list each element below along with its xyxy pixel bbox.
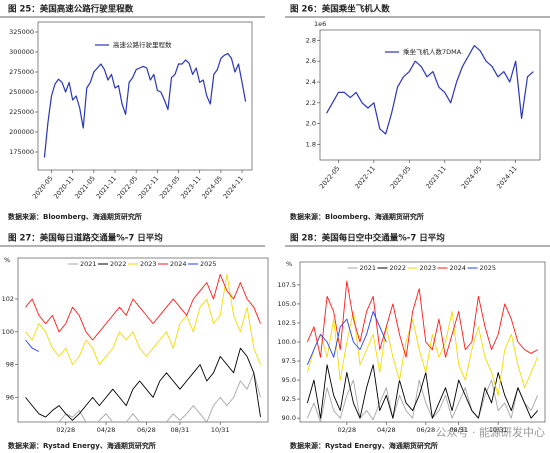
- y-unit: %: [286, 260, 292, 268]
- series-lines: [25, 273, 261, 422]
- series-line: [25, 273, 261, 366]
- legend-label: 高速公路行驶里程数: [113, 40, 172, 49]
- legend-label: 2024: [170, 260, 187, 268]
- legend-label: 2022: [390, 264, 407, 272]
- x-tick-label: 2024-11: [222, 174, 246, 200]
- y-tick-label: 100.0: [277, 338, 296, 346]
- plot-frame: [17, 257, 269, 423]
- figure-caption: 图 27：美国每日道路交通量%-7 日平均: [8, 233, 163, 244]
- legend-label: 2022: [110, 260, 127, 268]
- y-tick-label: 102.5: [277, 319, 296, 327]
- series-lines: [306, 280, 539, 422]
- x-tick-label: 2022-05: [116, 174, 140, 200]
- y-tick-label: 2.6: [306, 57, 316, 65]
- series-line: [306, 311, 387, 366]
- y-tick-label: 100: [2, 328, 14, 336]
- y-tick-label: 92.5: [282, 395, 296, 403]
- y-unit: %: [4, 256, 10, 264]
- series-line: [25, 273, 261, 341]
- series-lines: [43, 53, 247, 158]
- y-tick-label: 2.8: [306, 36, 316, 44]
- series-line: [306, 311, 539, 396]
- y-tick-label: 1.8: [306, 140, 316, 148]
- y-tick-label: 95.0: [282, 376, 296, 384]
- x-tick-label: 04/28: [377, 426, 396, 434]
- x-tick-label: 02/28: [337, 426, 356, 434]
- series-line: [43, 53, 247, 158]
- y-tick-label: 102: [2, 295, 14, 303]
- y-tick-label: 2.0: [306, 120, 316, 128]
- series-line: [25, 347, 261, 421]
- legend-label: 2021: [360, 264, 377, 272]
- y-tick-label: 175000: [9, 148, 34, 156]
- x-tick-label: 2022-11: [137, 174, 161, 200]
- x-tick-label: 2021-11: [94, 174, 118, 200]
- watermark: 公众号 · 能源研发中心: [436, 425, 546, 439]
- x-tick-label: 2023-05: [158, 174, 182, 200]
- plot-frame: [37, 21, 253, 171]
- x-tick-label: 2024-11: [495, 164, 519, 190]
- y-tick-label: 300000: [9, 48, 34, 56]
- series-line: [326, 45, 534, 135]
- source-note: 数据来源：Rystad Energy、海通期货研究所: [290, 441, 438, 450]
- x-tick-label: 2024-05: [460, 164, 484, 190]
- series-line: [306, 280, 538, 358]
- x-tick-label: 2023-11: [179, 174, 203, 200]
- legend-label: 乘坐飞机人数7DMA.: [403, 47, 463, 56]
- source-note: 数据来源：Bloomberg、海通期货研究所: [290, 212, 424, 221]
- figure-caption: 图 28：美国每日空中交通量%-7 日平均: [290, 233, 445, 244]
- x-tick-label: 04/28: [97, 426, 116, 434]
- series-line: [306, 364, 538, 419]
- legend-label: 2021: [80, 260, 97, 268]
- x-tick-label: 06/28: [416, 426, 435, 434]
- legend-label: 2023: [420, 264, 437, 272]
- series-line: [58, 372, 261, 422]
- y-tick-label: 275000: [9, 68, 34, 76]
- y-tick-label: 2.4: [306, 78, 316, 86]
- y-tick-label: 225000: [9, 108, 34, 116]
- legend-label: 2025: [480, 264, 497, 272]
- source-note: 数据来源：Rystad Energy、海通期货研究所: [8, 441, 156, 450]
- x-tick-label: 08/31: [449, 426, 468, 434]
- y-tick-label: 2.2: [306, 99, 316, 107]
- y-tick-label: 96: [6, 393, 14, 401]
- x-tick-label: 10/31: [489, 426, 508, 434]
- series-line: [25, 339, 40, 352]
- x-tick-label: 06/28: [137, 426, 156, 434]
- y-tick-label: 90.0: [282, 414, 296, 422]
- y-tick-label: 97.5: [282, 357, 296, 365]
- legend-label: 2025: [200, 260, 217, 268]
- x-tick-label: 02/28: [56, 426, 75, 434]
- x-tick-label: 2023-11: [424, 164, 448, 190]
- series-line: [306, 379, 539, 422]
- y-tick-label: 250000: [9, 88, 34, 96]
- x-tick-label: 08/31: [171, 426, 190, 434]
- y-tick-label: 107.5: [277, 281, 296, 289]
- figure-caption: 图 26：美国乘坐飞机人数: [290, 4, 390, 15]
- y-tick-label: 200000: [9, 128, 34, 136]
- x-tick-label: 2024-05: [200, 174, 224, 200]
- x-tick-label: 2021-05: [73, 174, 97, 200]
- y-tick-label: 325000: [9, 28, 34, 36]
- x-tick-label: 10/31: [211, 426, 230, 434]
- x-tick-label: 2020-05: [31, 174, 55, 200]
- legend-label: 2024: [450, 264, 467, 272]
- legend-label: 2023: [140, 260, 157, 268]
- series-lines: [326, 45, 534, 135]
- y-tick-label: 98: [6, 361, 14, 369]
- y-tick-label: 105.0: [277, 300, 296, 308]
- x-tick-label: 2020-11: [52, 174, 76, 200]
- figure-caption: 图 25：美国高速公路行驶里程数: [8, 4, 134, 15]
- plot-frame: [319, 29, 541, 161]
- x-tick-label: 2022-05: [318, 164, 342, 190]
- x-tick-label: 2023-05: [389, 164, 413, 190]
- x-tick-label: 2022-11: [353, 164, 377, 190]
- offset-label: 1e6: [314, 20, 326, 28]
- source-note: 数据来源：Bloomberg、海通期货研究所: [8, 212, 142, 221]
